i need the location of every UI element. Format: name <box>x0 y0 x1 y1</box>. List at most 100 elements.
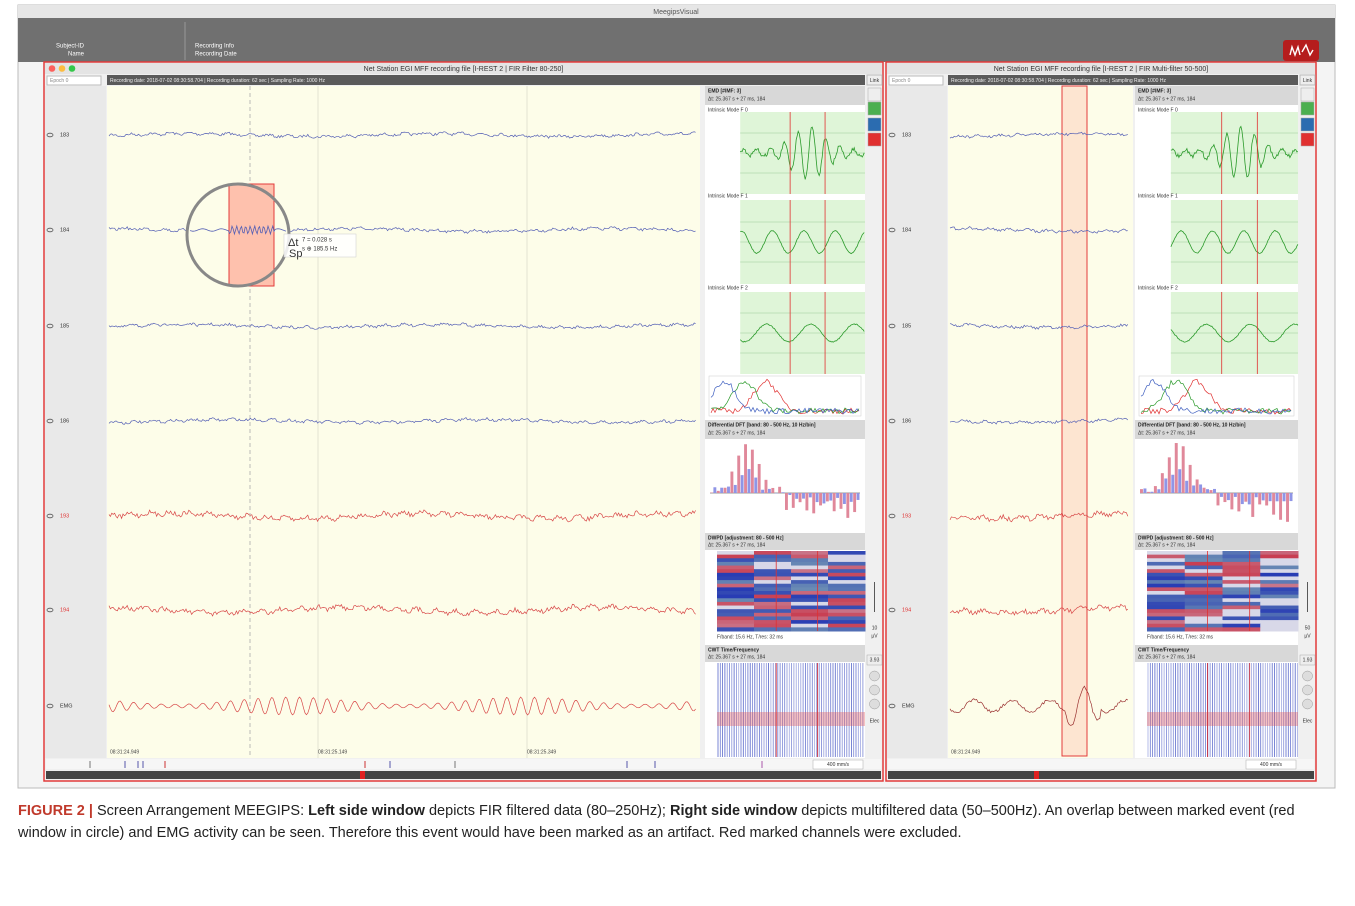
dwpd-cell <box>1185 616 1223 620</box>
dwpd-cell <box>717 555 755 559</box>
caption-intro: Screen Arrangement MEEGIPS: <box>93 803 308 819</box>
dwpd-cell <box>1147 587 1185 591</box>
dft-bar <box>1276 493 1279 501</box>
dwpd-cell <box>1185 598 1223 602</box>
dwpd-cell <box>717 613 755 617</box>
dwpd-cell <box>791 620 829 624</box>
time-label: 08:31:25.149 <box>318 749 347 755</box>
dwpd-cell <box>1260 598 1298 602</box>
scale-value: 50 <box>1305 625 1311 631</box>
dft-bar <box>741 475 744 493</box>
dwpd-cell <box>1147 551 1185 555</box>
dft-bar <box>785 493 788 510</box>
caption-left: Left side window <box>308 803 425 819</box>
dwpd-cell <box>791 616 829 620</box>
tool-button[interactable] <box>1303 685 1313 695</box>
time-label: 08:31:25.349 <box>527 749 556 755</box>
tool-icon[interactable] <box>868 88 881 101</box>
tool-button[interactable] <box>1303 699 1313 709</box>
dwpd-cell <box>828 551 866 555</box>
dwpd-cell <box>828 587 866 591</box>
tool-icon[interactable] <box>1301 88 1314 101</box>
dft-bar <box>792 493 795 508</box>
dwpd-cell <box>828 624 866 628</box>
dft-bar <box>836 493 839 498</box>
dft-bar <box>1213 489 1216 493</box>
subject-id: Subject-ID <box>56 44 85 50</box>
scrollbar <box>46 771 881 779</box>
dwpd-cell <box>1147 576 1185 580</box>
dwpd-cell <box>754 591 792 595</box>
dft-bar <box>1272 493 1275 515</box>
scrollbar <box>888 771 1314 779</box>
dwpd-cell <box>1260 580 1298 584</box>
dwpd-cell <box>1223 569 1261 573</box>
dwpd-cell <box>1223 620 1261 624</box>
dft-bar <box>1206 489 1209 493</box>
tool-button[interactable] <box>870 685 880 695</box>
tool-button[interactable] <box>1303 671 1313 681</box>
tool-icon[interactable] <box>1301 102 1314 115</box>
dft-bar <box>771 488 774 493</box>
dft-bar <box>1248 493 1251 504</box>
dft-bar <box>1178 469 1181 493</box>
dwpd-cell <box>717 591 755 595</box>
dwpd-cell <box>828 555 866 559</box>
tool-icon[interactable] <box>1301 133 1314 146</box>
dft-bar <box>1269 493 1272 501</box>
dft-bar <box>1143 488 1146 493</box>
tool-button[interactable] <box>870 671 880 681</box>
dwpd-cell <box>717 569 755 573</box>
figure-caption: FIGURE 2 | Screen Arrangement MEEGIPS: L… <box>18 800 1328 844</box>
panel-subtitle: Δt: 25.367 s + 27 ms, 184 <box>708 654 765 660</box>
dft-bar <box>761 490 764 493</box>
dwpd-cell <box>1147 566 1185 570</box>
scroll-thumb[interactable] <box>1034 771 1039 779</box>
dwpd-cell <box>828 609 866 613</box>
tool-icon[interactable] <box>1301 118 1314 131</box>
dft-bar <box>826 493 829 501</box>
dwpd-cell <box>1185 584 1223 588</box>
epoch-label: Epoch 0 <box>892 78 911 84</box>
scroll-thumb[interactable] <box>360 771 365 779</box>
dwpd-cell <box>1260 584 1298 588</box>
dwpd-cell <box>717 595 755 599</box>
dwpd-cell <box>791 587 829 591</box>
dft-bar <box>843 493 846 504</box>
dft-bar <box>768 489 771 493</box>
dft-bar <box>812 493 815 513</box>
channel-label: 193 <box>902 513 911 519</box>
channel-label: EMG <box>60 703 73 709</box>
dwpd-cell <box>791 566 829 570</box>
dwpd-cell <box>1223 627 1261 631</box>
dwpd-cell <box>1185 595 1223 599</box>
dwpd-cell <box>1185 551 1223 555</box>
dwpd-cell <box>1260 595 1298 599</box>
dft-bar <box>799 493 802 502</box>
dft-bar <box>1279 493 1282 520</box>
magnifier-event <box>229 184 274 286</box>
dwpd-cell <box>828 562 866 566</box>
tool-button[interactable] <box>870 699 880 709</box>
dwpd-cell <box>754 587 792 591</box>
dwpd-cell <box>1185 587 1223 591</box>
dwpd-cell <box>1223 562 1261 566</box>
cwt-band <box>717 712 865 726</box>
channel-label: 194 <box>60 607 69 613</box>
dft-bar <box>1265 493 1268 505</box>
tool-icon[interactable] <box>868 102 881 115</box>
tool-icon[interactable] <box>868 118 881 131</box>
recording-date: Recording Date <box>195 52 237 58</box>
dwpd-cell <box>1147 573 1185 577</box>
dft-bar <box>730 472 733 493</box>
dft-bar <box>819 493 822 505</box>
recording-info: Recording Info <box>195 44 235 50</box>
dwpd-cell <box>791 602 829 606</box>
dwpd-cell <box>717 576 755 580</box>
imf-title: Intrinsic Mode F 1 <box>708 193 748 199</box>
dft-bar <box>1150 492 1153 493</box>
tool-icon[interactable] <box>868 133 881 146</box>
dwpd-cell <box>791 606 829 610</box>
tooltip-delta-value: 7 = 0.028 s <box>302 238 332 244</box>
dwpd-cell <box>1147 584 1185 588</box>
